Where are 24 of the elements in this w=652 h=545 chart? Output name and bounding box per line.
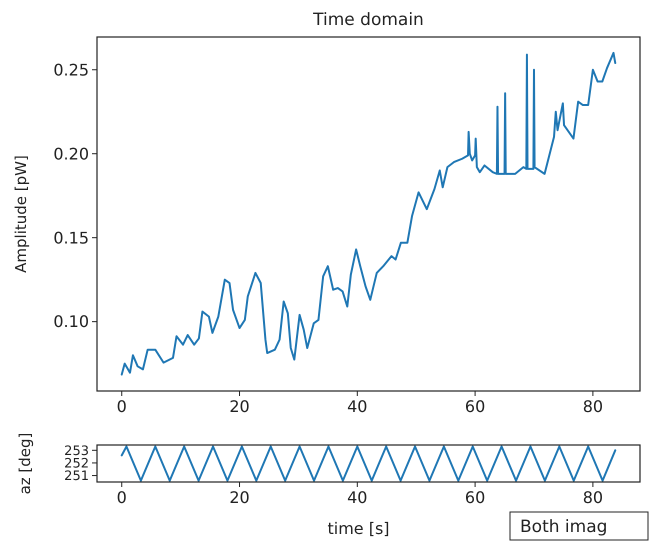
line-series bbox=[120, 52, 616, 376]
y-axis-title: Amplitude [pW] bbox=[12, 155, 30, 273]
y-tick-label: 0.20 bbox=[53, 144, 89, 164]
y-tick-label: 253 bbox=[64, 444, 89, 459]
y-tick-label: 251 bbox=[64, 469, 89, 484]
y-tick-label: 252 bbox=[64, 456, 89, 472]
x-tick-label: 20 bbox=[229, 397, 250, 416]
y-tick-label: 0.10 bbox=[53, 312, 89, 332]
x-tick-label: 20 bbox=[229, 488, 250, 507]
line-series bbox=[120, 446, 616, 482]
y-axis-title: az [deg] bbox=[16, 432, 34, 494]
chart-title: Time domain bbox=[312, 10, 424, 30]
x-tick-label: 40 bbox=[347, 488, 368, 507]
y-tick-label: 0.25 bbox=[53, 60, 89, 80]
x-tick-label: 80 bbox=[582, 397, 604, 416]
x-axis-title: time [s] bbox=[327, 519, 390, 538]
x-tick-label: 40 bbox=[347, 397, 368, 416]
x-tick-label: 0 bbox=[116, 397, 127, 416]
x-tick-label: 60 bbox=[464, 488, 486, 507]
x-tick-label: 0 bbox=[116, 488, 127, 507]
x-tick-label: 80 bbox=[582, 488, 604, 507]
y-tick-label: 0.15 bbox=[53, 228, 89, 248]
x-tick-label: 60 bbox=[464, 397, 486, 416]
text: Both imag bbox=[520, 517, 608, 537]
